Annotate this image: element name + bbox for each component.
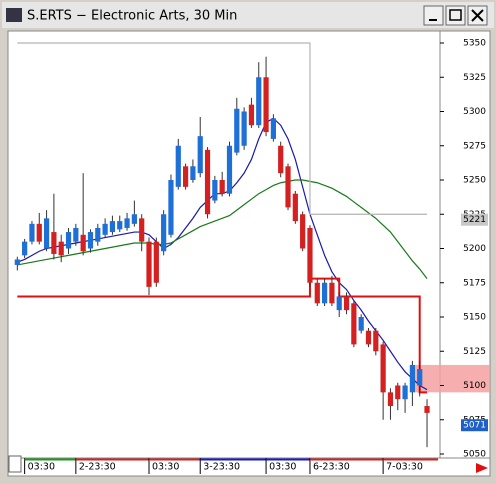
price-marker-label: 5071 [463,421,486,431]
candle-body [153,241,159,283]
candle-body [95,227,101,242]
window-buttons [423,5,488,26]
candle-body [80,234,86,252]
x-tick-label: 03:30 [28,462,55,473]
candle-body [409,364,415,393]
candle-body [190,166,196,180]
y-tick-label: 5150 [463,313,486,323]
y-tick-label: 5100 [463,381,486,391]
candle-body [124,218,130,228]
candle-body [43,218,50,249]
price-marker [461,419,488,432]
candle-body [241,111,247,146]
y-tick-label: 5325 [463,73,486,83]
price-zone [415,364,490,393]
y-tick-label: 5250 [463,176,486,186]
candle-body [234,108,240,153]
candle-body [402,385,408,400]
candle-body [102,223,108,235]
title-bar [2,2,494,28]
candle-body [14,259,20,265]
candle-body [131,214,137,224]
y-tick-label: 5350 [463,39,486,49]
candle-body [278,145,284,174]
candle-body [182,166,189,187]
candle-body [219,180,225,194]
candle-body [387,392,394,407]
candle-body [175,145,181,187]
indicator-line [17,179,428,280]
candle-body [73,227,79,242]
candle-body [22,241,28,256]
y-tick-label: 5125 [463,347,486,357]
plot-area [7,30,441,459]
candle-body [87,232,94,249]
minimize-button[interactable] [423,5,444,26]
app-icon [6,8,22,22]
candle-body [226,145,233,194]
candle-body [168,180,174,235]
candle-body [329,282,335,304]
window-title: S.ERTS − Electronic Arts, 30 Min [27,9,237,24]
candle-body [29,223,35,242]
candle-body [161,214,167,252]
x-tick-label: 03:30 [269,462,296,473]
x-tick-label: 3-23:30 [203,462,240,473]
candle-body [146,241,152,287]
candle-body [263,77,269,133]
x-tick-label: 6-23:30 [313,462,350,473]
price-marker [461,213,488,226]
candle-body [314,282,320,304]
x-tick-label: 7-03:30 [386,462,423,473]
candle-body [256,77,262,126]
candle-body [373,330,379,352]
maximize-icon [449,9,462,21]
y-tick-label: 5300 [463,107,486,117]
chart: 5050507551005125515051755200522552505275… [14,39,490,474]
candle-body [204,149,211,215]
maximize-button[interactable] [445,5,466,26]
y-tick-label: 5175 [463,278,486,288]
scroll-arrow[interactable] [476,463,488,473]
candle-body [343,296,350,311]
candle-body [321,282,328,304]
indicator-line [17,277,428,394]
candle-body [65,232,72,249]
candle-body [58,241,64,256]
y-tick-label: 5050 [463,450,486,460]
candle-body [51,232,57,254]
candle-body [270,118,276,139]
candle-body [365,330,372,345]
candle-body [139,218,145,242]
candle-body [292,193,298,222]
candle-body [300,214,306,249]
candle-body [395,385,401,400]
price-marker-label: 5221 [463,215,486,225]
y-tick-label: 5275 [463,141,486,151]
candle-body [109,221,116,233]
candle-body [336,296,342,311]
candle-body [380,344,386,393]
candle-body [285,166,291,208]
candle-body [417,369,423,386]
y-tick-label: 5200 [463,244,486,254]
scroll-box[interactable] [8,455,22,473]
close-icon [471,9,484,22]
candle-body [197,136,203,174]
x-tick-label: 03:30 [152,462,179,473]
candle-body [117,221,123,230]
indicator-line [17,42,428,215]
candle-body [358,317,364,331]
x-tick-label: 2-23:30 [79,462,116,473]
time-axis [7,457,491,477]
candle-body [307,227,313,283]
candle-body [36,223,42,242]
candle-body [248,104,255,126]
candle-body [212,180,218,201]
candle-body [424,406,430,413]
candle-body [351,303,357,345]
